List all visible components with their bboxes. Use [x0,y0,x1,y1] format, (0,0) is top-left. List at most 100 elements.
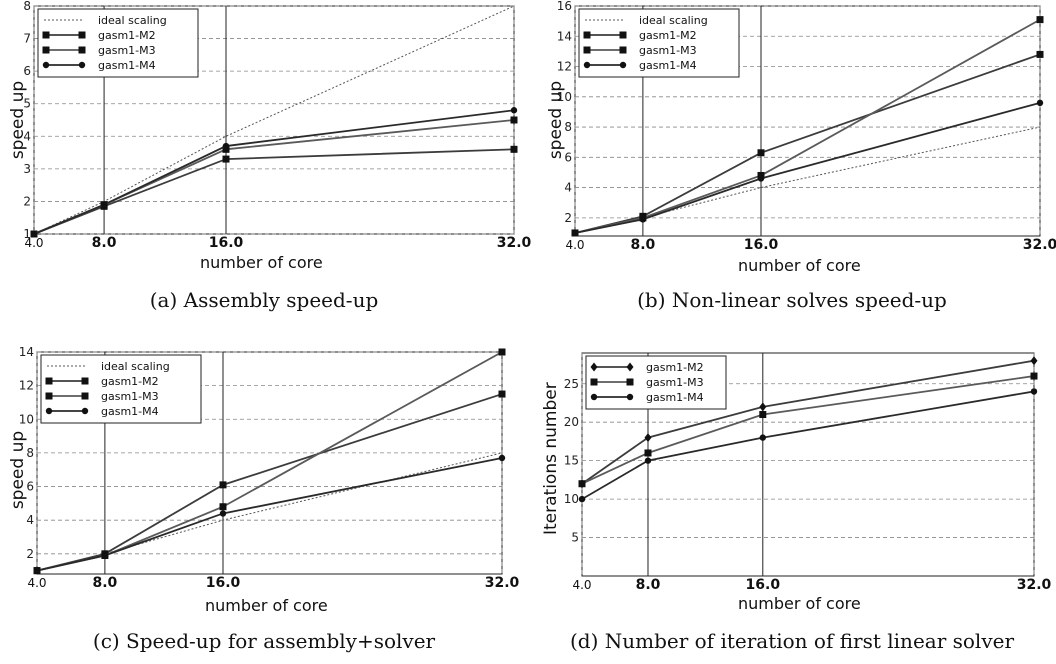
chart-panel-b: 2 4 6 8 10 12 14 16 4.0 8.0 16.0 32.0 ideal scaling g… [528,0,1056,332]
chart-c-ytick-label: 8 [26,446,34,460]
chart-d-ytick-label: 5 [571,531,579,545]
chart-a-xtick-label: 16.0 [209,235,244,251]
chart-d-legend-marker [590,362,598,372]
chart-a-data-point [30,230,38,238]
chart-c-legend: ideal scaling gasm1-M2 gasm1-M3 gasm1-M4 [40,354,202,424]
chart-a-data-point [100,201,108,208]
chart-b-ytick-label: 16 [557,0,572,13]
chart-c-legend-label: gasm1-M4 [101,405,159,418]
chart-d-legend-label: gasm1-M3 [646,376,704,389]
chart-d-series-line [581,375,1035,485]
chart-d-ytick-label: 10 [564,492,579,506]
chart-a-data-point [510,107,518,114]
chart-b-xtick-label: 4.0 [565,238,584,252]
chart-a-series-line [33,5,515,235]
chart-d-ytick-label: 15 [564,454,579,468]
chart-d-legend-label: gasm1-M2 [646,361,704,374]
chart-c-ytick-label: 6 [26,480,34,494]
chart-c-data-point [219,510,227,517]
chart-b-data-point [757,175,765,182]
chart-d-data-point [759,434,766,441]
chart-d-legend-marker [626,393,634,401]
chart-a-xtick-label: 32.0 [497,235,532,251]
chart-b-legend-marker [619,46,627,54]
chart-d-ytick-label: 20 [564,415,579,429]
chart-d-data-point [1030,356,1038,366]
chart-b-legend: ideal scaling gasm1-M2 gasm1-M3 gasm1-M4 [578,8,740,78]
chart-d-xlabel: number of core [738,594,861,613]
chart-b-series-line [574,101,1041,234]
chart-b-ytick-label: 14 [557,29,572,43]
chart-a-data-point [510,116,518,124]
chart-a-ytick-label: 8 [23,0,31,13]
chart-b-legend-label: ideal scaling [639,14,708,27]
chart-a-legend-label: gasm1-M4 [98,59,156,72]
chart-d-series-gasm1-M3 [578,372,1038,488]
chart-c-data-point [498,390,506,398]
chart-panel-c: 2 4 6 8 10 12 14 4.0 8.0 16.0 32.0 ideal scaling gas… [0,332,528,664]
chart-c-legend-marker [45,392,53,400]
chart-d-xtick-label: 16.0 [746,577,781,593]
chart-b-ytick-label: 8 [564,120,572,134]
chart-a-ytick-label: 6 [23,64,31,78]
chart-b-xtick-label: 8.0 [630,237,655,253]
chart-a-data-point [222,155,230,163]
chart-a-data-point [222,145,230,153]
chart-d-series-line [581,390,1035,500]
chart-d-series-line [581,359,1035,485]
chart-d-ylabel: Iterations number [541,382,561,535]
chart-b-ytick-label: 10 [557,90,572,104]
chart-d-data-point [644,457,652,464]
chart-c-ytick-label: 4 [26,513,34,527]
chart-d-data-point [644,433,652,443]
chart-c-data-point [498,454,506,462]
chart-c-legend-marker [45,377,53,385]
chart-d-legend-marker [590,378,598,386]
chart-panel-d: 5 10 15 20 25 4.0 8.0 16.0 32.0 gasm1-M2 gasm1-M3 g… [528,332,1056,664]
chart-c-ytick-label: 10 [19,412,34,426]
chart-c-ytick-label: 12 [19,379,34,393]
chart-c-legend-label: ideal scaling [101,360,170,373]
chart-c-legend-label: gasm1-M3 [101,390,159,403]
chart-b-xlabel: number of core [738,256,861,275]
chart-a-ytick-label: 2 [23,194,31,208]
chart-a-legend-marker [78,31,86,39]
chart-b-legend-marker [619,31,627,39]
chart-b-data-point [639,216,647,223]
chart-a-plot: 1 2 3 4 5 6 7 8 4.0 8.0 16.0 32.0 ideal scaling gasm1… [23,0,531,251]
chart-c-series-line [36,457,503,572]
chart-a-ytick-label: 3 [23,162,31,176]
chart-d-data-point [759,411,767,419]
chart-b-ytick-label: 4 [564,181,572,195]
chart-c-data-point [219,481,227,489]
chart-a-ytick-label: 4 [23,129,31,143]
chart-d-xtick-label: 4.0 [572,578,591,592]
chart-c-xtick-label: 8.0 [92,575,117,591]
chart-d-legend-marker [626,362,634,372]
chart-a-xtick-label: 4.0 [24,236,43,250]
chart-d-legend: gasm1-M2 gasm1-M3 gasm1-M4 [585,355,727,410]
chart-d-ytick-label: 25 [564,377,579,391]
chart-a-data-point [510,145,518,153]
chart-a-ytick-label: 1 [23,227,31,241]
chart-b-ytick-label: 6 [564,150,572,164]
chart-a-legend-marker [42,31,50,39]
chart-b-ylabel: speed up [546,80,566,160]
chart-a-ytick-label: 5 [23,97,31,111]
chart-d-data-point [1030,388,1038,395]
chart-b-series-gasm1-M4 [571,99,1044,237]
chart-b-legend-marker [583,46,591,54]
chart-d-data-point [1030,372,1038,380]
chart-b-legend-label: gasm1-M4 [639,59,697,72]
chart-a-legend-marker [42,46,50,54]
chart-b-ytick-label: 2 [564,211,572,225]
chart-a-xtick-label: 8.0 [92,235,117,251]
chart-c-legend-marker [45,407,53,415]
chart-c-xtick-label: 16.0 [206,575,241,591]
chart-a-ytick-label: 7 [23,32,31,46]
chart-b-legend-label: gasm1-M2 [639,29,697,42]
chart-b-data-point [1036,16,1044,24]
chart-c-ytick-label: 2 [26,547,34,561]
chart-b-plot: 2 4 6 8 10 12 14 16 4.0 8.0 16.0 32.0 ideal scaling g… [557,0,1056,253]
